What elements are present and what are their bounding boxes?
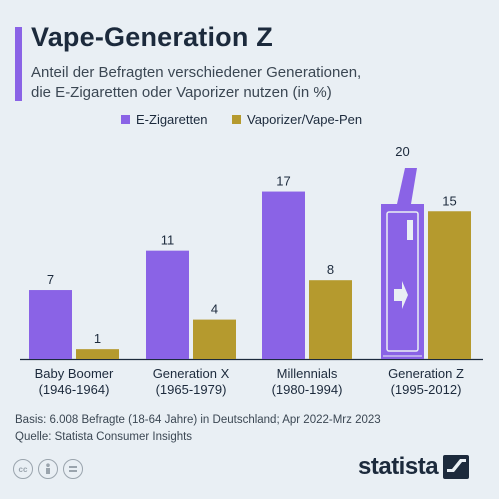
bar-0-series-1: [76, 349, 119, 359]
title-accent-bar: [15, 27, 22, 101]
bar-2-series-0: [262, 191, 305, 359]
chart-title: Vape-Generation Z: [31, 22, 273, 52]
category-label-0-0: Baby Boomer: [35, 366, 114, 381]
vape-body-outline: [386, 211, 419, 352]
bar-vape-device-3: [381, 168, 424, 359]
bar-2-series-1: [309, 280, 352, 359]
category-label-1-1: (1965-1979): [156, 382, 227, 397]
data-label-2-1: 8: [327, 262, 334, 277]
brand-name: statista: [358, 453, 439, 480]
no-derivatives-icon: [63, 459, 83, 479]
vape-mouthpiece: [397, 168, 417, 204]
data-label-2-0: 17: [276, 174, 290, 189]
statista-mark-icon: [443, 455, 470, 479]
source-quelle: Quelle: Statista Consumer Insights: [15, 431, 193, 443]
legend-label-e-zigaretten: E-Zigaretten: [136, 112, 208, 127]
category-label-2-0: Millennials: [277, 366, 338, 381]
category-label-3-1: (1995-2012): [391, 382, 462, 397]
data-label-1-1: 4: [211, 302, 218, 317]
data-label-3-1: 15: [442, 193, 456, 208]
legend-item-e-zigaretten: E-Zigaretten: [121, 112, 208, 127]
bar-1-series-1: [193, 319, 236, 359]
category-label-2-1: (1980-1994): [272, 382, 343, 397]
bar-3-series-0: [381, 204, 424, 359]
creative-commons-icon: cc: [13, 459, 33, 479]
license-icons: cc: [13, 459, 83, 479]
data-label-0-0: 7: [47, 272, 54, 287]
vape-button: [394, 281, 408, 309]
legend-label-vaporizer: Vaporizer/Vape-Pen: [247, 112, 363, 127]
chart-subtitle-line-2: die E-Zigaretten oder Vaporizer nutzen (…: [31, 84, 332, 101]
statista-logo: statista: [358, 453, 470, 481]
category-label-3-0: Generation Z: [388, 366, 464, 381]
attribution-icon: [38, 459, 58, 479]
bar-0-series-0: [29, 290, 72, 359]
bar-3-series-1: [428, 211, 471, 359]
vape-window: [407, 220, 413, 240]
legend-item-vaporizer: Vaporizer/Vape-Pen: [232, 112, 362, 127]
data-label-0-1: 1: [94, 331, 101, 346]
chart-subtitle-line-1: Anteil der Befragten verschiedener Gener…: [31, 64, 362, 81]
data-label-1-0: 11: [161, 233, 175, 248]
bar-1-series-0: [146, 250, 189, 359]
source-basis: Basis: 6.008 Befragte (18-64 Jahre) in D…: [15, 414, 381, 426]
legend-swatch-e-zigaretten: [121, 115, 130, 124]
legend-swatch-vaporizer: [232, 115, 241, 124]
category-label-0-1: (1946-1964): [39, 382, 110, 397]
category-label-1-0: Generation X: [153, 366, 230, 381]
data-label-3-0: 20: [395, 144, 409, 159]
